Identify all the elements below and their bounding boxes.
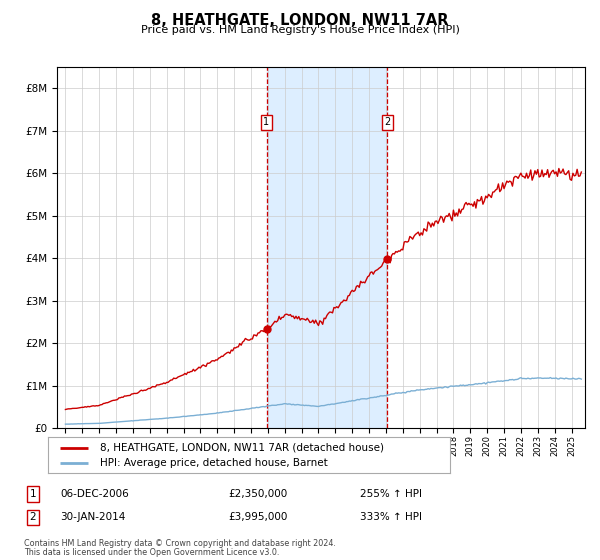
Text: This data is licensed under the Open Government Licence v3.0.: This data is licensed under the Open Gov… [24,548,280,557]
Text: 333% ↑ HPI: 333% ↑ HPI [360,512,422,522]
Text: 8, HEATHGATE, LONDON, NW11 7AR (detached house): 8, HEATHGATE, LONDON, NW11 7AR (detached… [100,443,384,452]
Text: 1: 1 [263,118,269,128]
Text: 2: 2 [29,512,37,522]
Text: HPI: Average price, detached house, Barnet: HPI: Average price, detached house, Barn… [100,458,328,468]
Text: Price paid vs. HM Land Registry's House Price Index (HPI): Price paid vs. HM Land Registry's House … [140,25,460,35]
Text: 255% ↑ HPI: 255% ↑ HPI [360,489,422,499]
Text: Contains HM Land Registry data © Crown copyright and database right 2024.: Contains HM Land Registry data © Crown c… [24,539,336,548]
Text: 1: 1 [29,489,37,499]
Text: 2: 2 [384,118,391,128]
Text: 06-DEC-2006: 06-DEC-2006 [60,489,129,499]
Text: 30-JAN-2014: 30-JAN-2014 [60,512,125,522]
Bar [266,67,387,428]
Text: £2,350,000: £2,350,000 [228,489,287,499]
Text: £3,995,000: £3,995,000 [228,512,287,522]
Text: 8, HEATHGATE, LONDON, NW11 7AR: 8, HEATHGATE, LONDON, NW11 7AR [151,13,449,28]
